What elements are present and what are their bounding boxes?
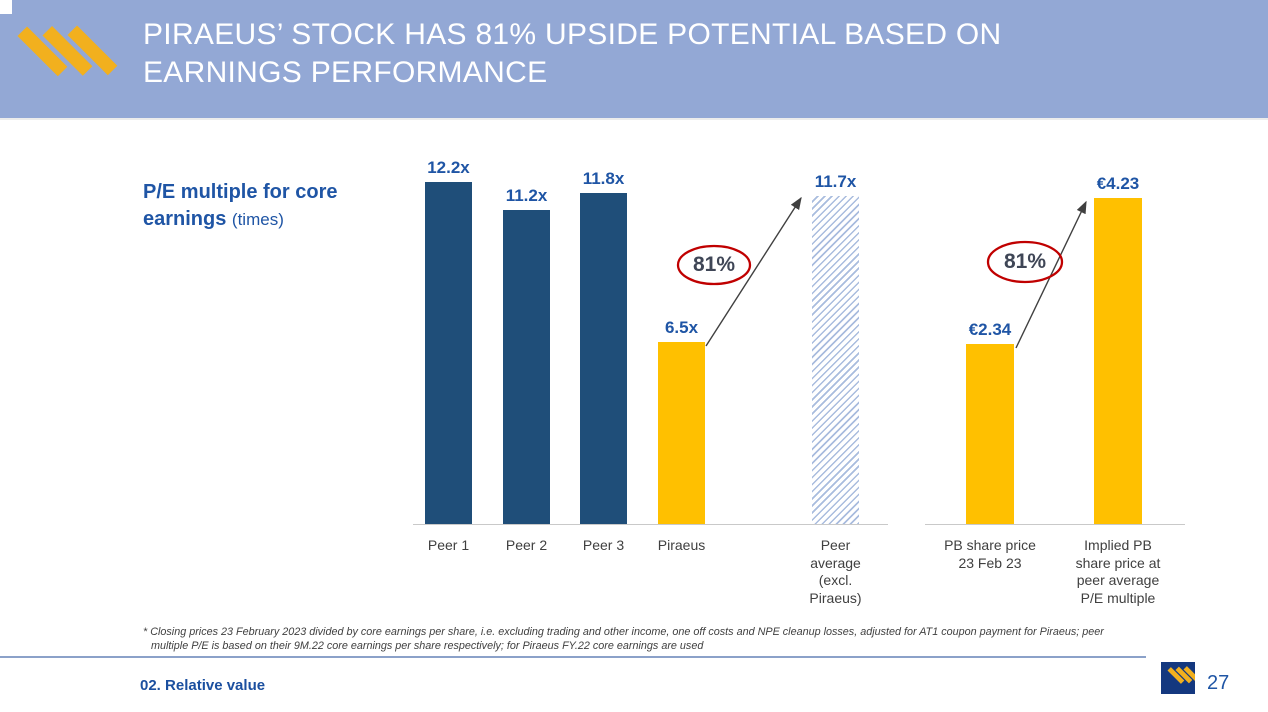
upside-annotation-right: 81% (1003, 250, 1047, 273)
bar-implied-pb-share-price-at-peer-average-p-e-multiple (1094, 198, 1142, 524)
page-title: PIRAEUS’ STOCK HAS 81% UPSIDE POTENTIAL … (143, 18, 1002, 89)
bar-value-label: 6.5x (664, 318, 699, 337)
category-label: Peer 1 (427, 537, 470, 553)
piraeus-footer-logo-icon (1161, 662, 1195, 694)
chart-caption-unit: (times) (231, 210, 284, 229)
upside-annotation-left: 81% (692, 253, 736, 276)
bar-peer-average-excl-piraeus (812, 196, 859, 524)
footer-section-label: 02. Relative value (140, 677, 266, 694)
pe-multiple-bar-chart: 12.2x Peer 1 11.2x Peer 2 11.8x Peer 3 6.5x Pir… (413, 150, 888, 606)
share-price-bar-chart: €2.34 PB share price 23 Feb 23 €4.23 Implie… (925, 150, 1185, 606)
bar-peer-3 (580, 193, 627, 524)
bar-peer-1 (425, 182, 472, 524)
bar-pb-share-price-23-feb-23 (966, 344, 1014, 524)
corner-notch (0, 0, 12, 14)
bar-value-label: €2.34 (968, 320, 1012, 339)
footnote: * Closing prices 23 February 2023 divide… (143, 626, 1104, 652)
page-number: 27 (1207, 672, 1230, 694)
category-label: PB share price 23 Feb 23 (944, 537, 1036, 571)
category-label: Peer average (excl. Piraeus) (809, 537, 862, 606)
footer-divider (0, 656, 1146, 658)
category-label: Piraeus (657, 537, 706, 553)
chart-caption-main: P/E multiple for core earnings (143, 181, 338, 230)
bar-value-label: 11.2x (505, 186, 548, 205)
category-label: Peer 3 (582, 537, 625, 553)
bar-value-label: 11.8x (582, 169, 625, 188)
category-label: Implied PB share price at peer average P… (1075, 537, 1161, 606)
piraeus-stripes-logo-icon (17, 25, 118, 77)
bar-value-label: 11.7x (814, 172, 857, 191)
bar-value-label: 12.2x (427, 158, 470, 177)
slide-header: PIRAEUS’ STOCK HAS 81% UPSIDE POTENTIAL … (0, 0, 1268, 120)
bar-piraeus (658, 342, 705, 524)
category-label: Peer 2 (505, 537, 548, 553)
bar-peer-2 (503, 210, 550, 524)
bar-value-label: €4.23 (1096, 174, 1140, 193)
chart-caption: P/E multiple for core earnings (times) (143, 179, 371, 233)
